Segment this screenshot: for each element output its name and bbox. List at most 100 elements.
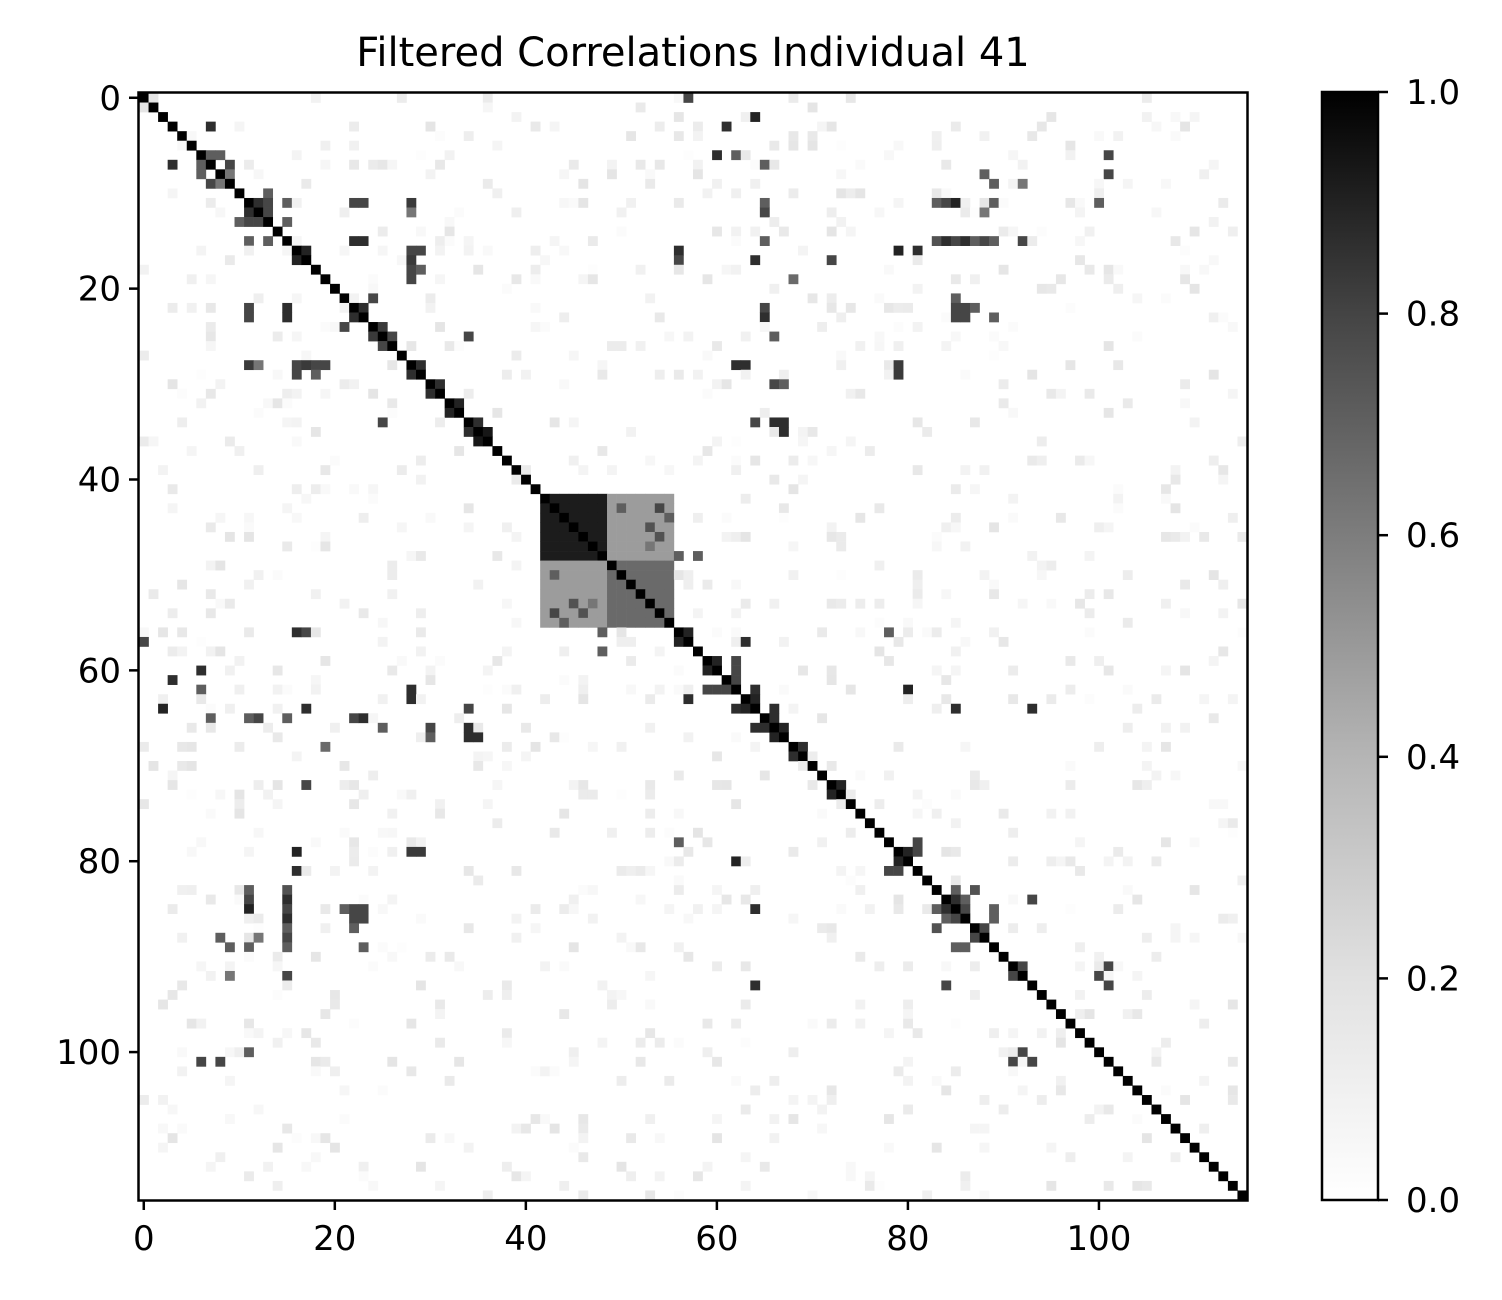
heatmap-cell bbox=[463, 131, 474, 142]
heatmap-cell bbox=[1170, 131, 1181, 142]
heatmap-cell bbox=[368, 484, 379, 495]
heatmap-cell bbox=[673, 636, 684, 647]
heatmap-cell bbox=[463, 923, 474, 934]
heatmap-cell bbox=[970, 923, 980, 934]
heatmap-cell bbox=[855, 388, 866, 399]
heatmap-cell bbox=[158, 999, 168, 1010]
heatmap-cell bbox=[645, 178, 656, 189]
heatmap-cell bbox=[750, 178, 761, 189]
heatmap-cell bbox=[568, 455, 579, 466]
heatmap-cell bbox=[626, 598, 636, 609]
heatmap-cell bbox=[950, 789, 961, 800]
heatmap-cell bbox=[205, 646, 216, 657]
heatmap-cell bbox=[1141, 93, 1152, 103]
heatmap-cell bbox=[635, 617, 646, 628]
heatmap-cell bbox=[950, 885, 961, 895]
heatmap-cell bbox=[521, 751, 531, 762]
heatmap-cell bbox=[177, 417, 188, 428]
heatmap-cell bbox=[291, 293, 302, 304]
heatmap-cell bbox=[960, 236, 971, 246]
heatmap-cell bbox=[1103, 970, 1114, 981]
heatmap-cell bbox=[511, 465, 522, 476]
heatmap-cell bbox=[1075, 598, 1085, 609]
heatmap-cell bbox=[568, 904, 579, 914]
heatmap-cell bbox=[501, 455, 512, 466]
heatmap-cell bbox=[702, 837, 713, 848]
heatmap-cell bbox=[1036, 990, 1047, 1000]
heatmap-cell bbox=[931, 923, 942, 934]
heatmap-cell bbox=[845, 436, 856, 447]
plot-frame bbox=[137, 91, 1249, 1202]
heatmap-cell bbox=[960, 465, 971, 476]
heatmap-cell bbox=[406, 551, 417, 561]
heatmap-cell bbox=[244, 846, 254, 857]
heatmap-cell bbox=[645, 560, 656, 571]
heatmap-cell bbox=[501, 990, 512, 1000]
heatmap-cell bbox=[377, 159, 388, 170]
heatmap-cell bbox=[511, 865, 522, 876]
heatmap-cell bbox=[1046, 694, 1057, 705]
heatmap-cell bbox=[893, 636, 904, 647]
heatmap-cell bbox=[616, 990, 627, 1000]
heatmap-cell bbox=[1084, 694, 1095, 705]
heatmap-cell bbox=[778, 732, 789, 743]
heatmap-cell bbox=[998, 808, 1009, 819]
heatmap-cell bbox=[759, 722, 770, 733]
heatmap-cell bbox=[291, 512, 302, 523]
heatmap-cell bbox=[798, 761, 808, 771]
heatmap-cell bbox=[597, 598, 608, 609]
x-tick-label: 40 bbox=[504, 1219, 547, 1259]
heatmap-cell bbox=[893, 865, 904, 876]
heatmap-cell bbox=[310, 369, 321, 380]
heatmap-cell bbox=[435, 1180, 445, 1191]
heatmap-cell bbox=[1170, 236, 1181, 246]
heatmap-cell bbox=[750, 455, 761, 466]
heatmap-cell bbox=[664, 560, 675, 571]
heatmap-cell bbox=[291, 388, 302, 399]
heatmap-cell bbox=[607, 827, 617, 838]
heatmap-cell bbox=[635, 493, 646, 504]
heatmap-cell bbox=[310, 1037, 321, 1048]
heatmap-cell bbox=[253, 197, 264, 208]
heatmap-cell bbox=[549, 560, 560, 571]
heatmap-cell bbox=[912, 322, 923, 332]
heatmap-cell bbox=[578, 598, 589, 609]
heatmap-cell bbox=[836, 350, 847, 361]
heatmap-cell bbox=[1237, 436, 1248, 447]
heatmap-cell bbox=[635, 598, 646, 609]
heatmap-cell bbox=[1141, 1095, 1152, 1105]
heatmap-cell bbox=[607, 522, 617, 533]
heatmap-cell bbox=[941, 1085, 952, 1096]
heatmap-cell bbox=[702, 684, 713, 695]
heatmap-cell bbox=[578, 465, 589, 476]
heatmap-cell bbox=[989, 904, 999, 914]
heatmap-cell bbox=[416, 694, 426, 705]
heatmap-cell bbox=[607, 465, 617, 476]
heatmap-cell bbox=[368, 961, 379, 972]
chart-title: Filtered Correlations Individual 41 bbox=[356, 30, 1029, 76]
heatmap-cell bbox=[435, 417, 445, 428]
heatmap-cell bbox=[607, 579, 617, 590]
heatmap-cell bbox=[1141, 990, 1152, 1000]
heatmap-cell bbox=[750, 159, 761, 170]
heatmap-cell bbox=[301, 1028, 312, 1039]
heatmap-cell bbox=[186, 1018, 197, 1029]
colorbar-tick-label: 0.0 bbox=[1406, 1181, 1460, 1221]
heatmap-cell bbox=[1008, 226, 1019, 237]
heatmap-cell bbox=[855, 188, 866, 199]
heatmap-cell bbox=[740, 331, 751, 342]
heatmap-cell bbox=[788, 703, 799, 714]
heatmap-cell bbox=[224, 665, 235, 676]
heatmap-cell bbox=[158, 1095, 168, 1105]
heatmap-cell bbox=[1141, 112, 1152, 122]
heatmap-cell bbox=[406, 255, 417, 266]
heatmap-cell bbox=[693, 131, 703, 142]
heatmap-cell bbox=[941, 188, 952, 199]
heatmap-cell bbox=[454, 961, 465, 972]
heatmap-cell bbox=[473, 751, 484, 762]
heatmap-cell bbox=[501, 283, 512, 294]
heatmap-cell bbox=[1199, 264, 1210, 275]
heatmap-cell bbox=[664, 579, 675, 590]
heatmap-cell bbox=[282, 913, 293, 924]
heatmap-cell bbox=[1017, 598, 1028, 609]
